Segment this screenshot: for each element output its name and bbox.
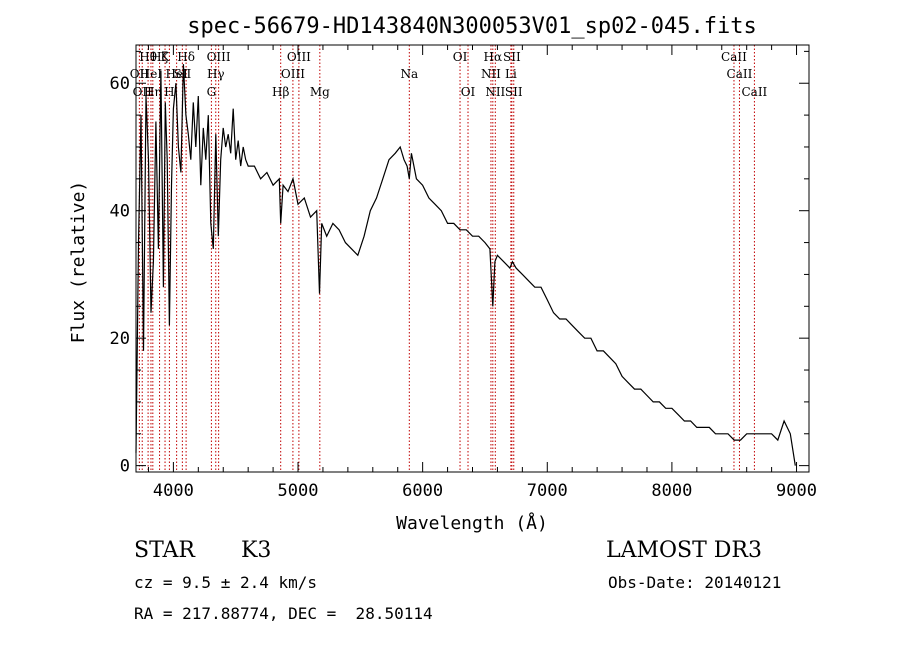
- flux-series-line: [135, 64, 796, 466]
- redshift-velocity: cz = 9.5 ± 2.4 km/s: [134, 573, 318, 592]
- line-label-8: HeI: [165, 67, 188, 81]
- line-label-24: Li: [505, 67, 517, 81]
- spectral-subclass: K3: [241, 538, 272, 563]
- survey-name: LAMOST DR3: [606, 538, 762, 563]
- chart-title: spec-56679-HD143840N300053V01_sp02-045.f…: [187, 14, 757, 39]
- line-label-22: Hα: [484, 50, 503, 64]
- object-class: STAR: [134, 538, 195, 563]
- x-tick-label-2: 6000: [402, 481, 443, 501]
- line-label-10: SII: [174, 67, 192, 81]
- coordinates: RA = 217.88774, DEC = 28.50114: [134, 604, 433, 623]
- line-label-12: Hγ: [207, 67, 225, 81]
- spectral-line-labels: OIIOIIHθHeIHηHζKHHeIHδSIIGHγOIIIHβOIIIOI…: [130, 50, 768, 99]
- line-label-15: OIII: [281, 67, 305, 81]
- observation-date: Obs-Date: 20140121: [608, 573, 782, 592]
- line-label-3: HeI: [140, 67, 163, 81]
- y-tick-label-2: 40: [110, 202, 130, 222]
- line-label-2: Hθ: [139, 50, 157, 64]
- x-tick-label-3: 7000: [527, 481, 568, 501]
- y-tick-label-3: 60: [110, 74, 130, 94]
- x-axis-ticks: 4000 5000 6000 7000 8000 9000: [147, 45, 817, 501]
- x-tick-label-4: 8000: [651, 481, 692, 501]
- line-label-19: OI: [453, 50, 468, 64]
- line-label-7: H: [164, 85, 174, 99]
- line-label-6: K: [161, 50, 171, 64]
- line-label-21: NII: [481, 67, 501, 81]
- x-tick-label-1: 5000: [278, 481, 319, 501]
- line-label-1: OII: [133, 85, 153, 99]
- line-label-11: G: [207, 85, 217, 99]
- line-label-14: Hβ: [272, 85, 289, 99]
- y-tick-label-1: 20: [110, 329, 130, 349]
- line-label-23: NII: [485, 85, 505, 99]
- y-axis-ticks: 0 20 40 60: [110, 50, 809, 477]
- line-label-18: Na: [400, 67, 418, 81]
- x-tick-label-0: 4000: [153, 481, 194, 501]
- line-label-0: OII: [130, 67, 150, 81]
- spectral-line-markers: [138, 45, 755, 472]
- line-label-25: SII: [503, 50, 521, 64]
- line-label-17: Mg: [310, 85, 330, 99]
- y-axis-label: Flux (relative): [68, 181, 89, 344]
- x-tick-label-5: 9000: [776, 481, 817, 501]
- line-label-16: OIII: [287, 50, 311, 64]
- line-label-5: Hζ: [151, 50, 168, 64]
- line-label-27: CaII: [721, 50, 747, 64]
- line-label-9: Hδ: [177, 50, 195, 64]
- line-label-13: OIII: [207, 50, 231, 64]
- plot-frame: [135, 44, 810, 473]
- line-label-20: OI: [461, 85, 476, 99]
- x-axis-label: Wavelength (Å): [396, 512, 548, 534]
- line-label-29: CaII: [741, 85, 767, 99]
- line-label-4: Hη: [144, 85, 162, 99]
- line-label-26: SII: [505, 85, 523, 99]
- y-tick-label-0: 0: [120, 457, 130, 477]
- line-label-28: CaII: [727, 67, 753, 81]
